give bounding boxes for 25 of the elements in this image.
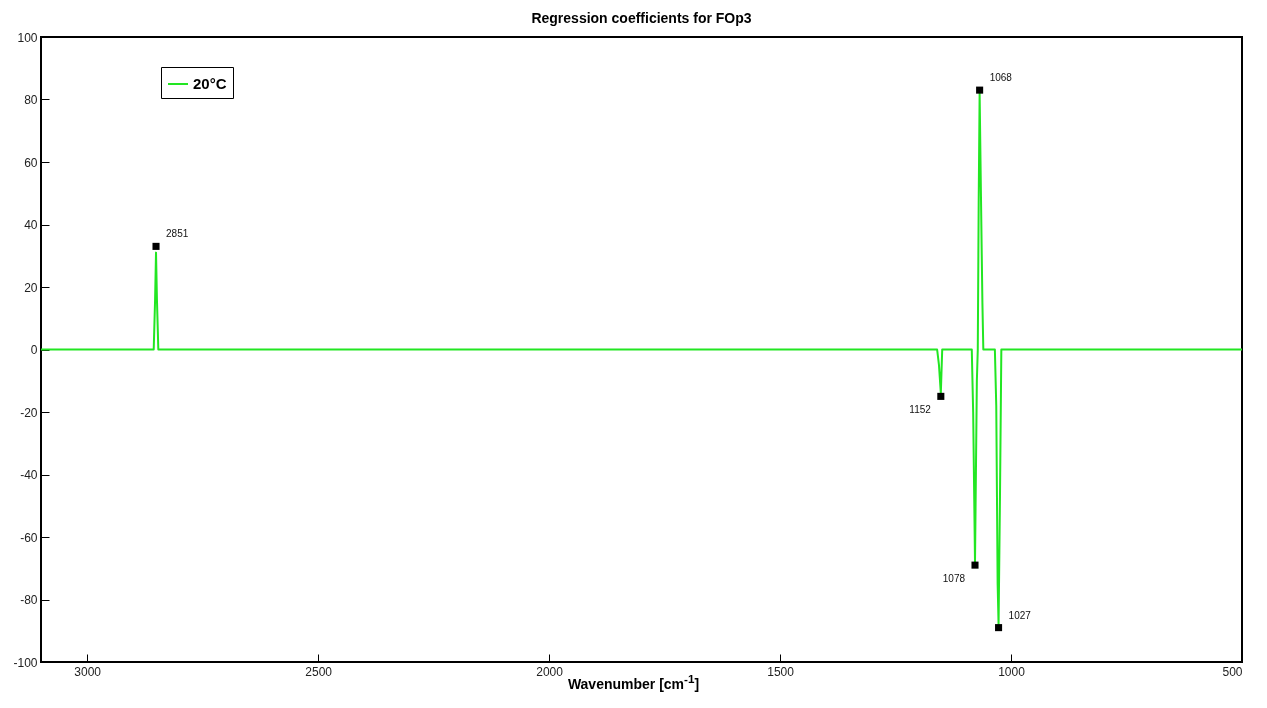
y-tick-label: 100: [17, 30, 38, 45]
annotation: 1078: [942, 573, 966, 585]
y-tick-label: 40: [24, 218, 38, 232]
annotation: 1152: [909, 404, 932, 416]
y-tick-label: -80: [20, 593, 38, 607]
annotation: 1068: [989, 72, 1013, 84]
x-tick-label: 3000: [74, 664, 102, 679]
y-tick-label: -100: [13, 655, 38, 670]
y-tick-label: 20: [24, 280, 38, 295]
x-tick-label: 2000: [536, 664, 564, 679]
y-tick-label: -60: [20, 530, 38, 545]
chart-title: Regression coefficients for FOp3: [531, 10, 752, 26]
legend-label: 20°C: [193, 75, 227, 92]
x-tick-label: 2500: [305, 664, 333, 679]
annotation: 2851: [166, 228, 189, 240]
annotation: 1027: [1008, 609, 1032, 621]
y-tick-label: -20: [20, 405, 38, 420]
x-axis-title: Wavenumber [cm$^{-1}$]: [567, 672, 700, 692]
y-tick-label: 80: [24, 93, 38, 107]
y-tick-label: 0: [30, 343, 38, 357]
x-tick-label: 1500: [767, 664, 795, 679]
x-tick-label: 1000: [998, 664, 1026, 679]
x-tick-label: 500: [1222, 664, 1243, 679]
y-tick-label: 60: [24, 155, 38, 170]
y-tick-label: -40: [20, 468, 38, 482]
